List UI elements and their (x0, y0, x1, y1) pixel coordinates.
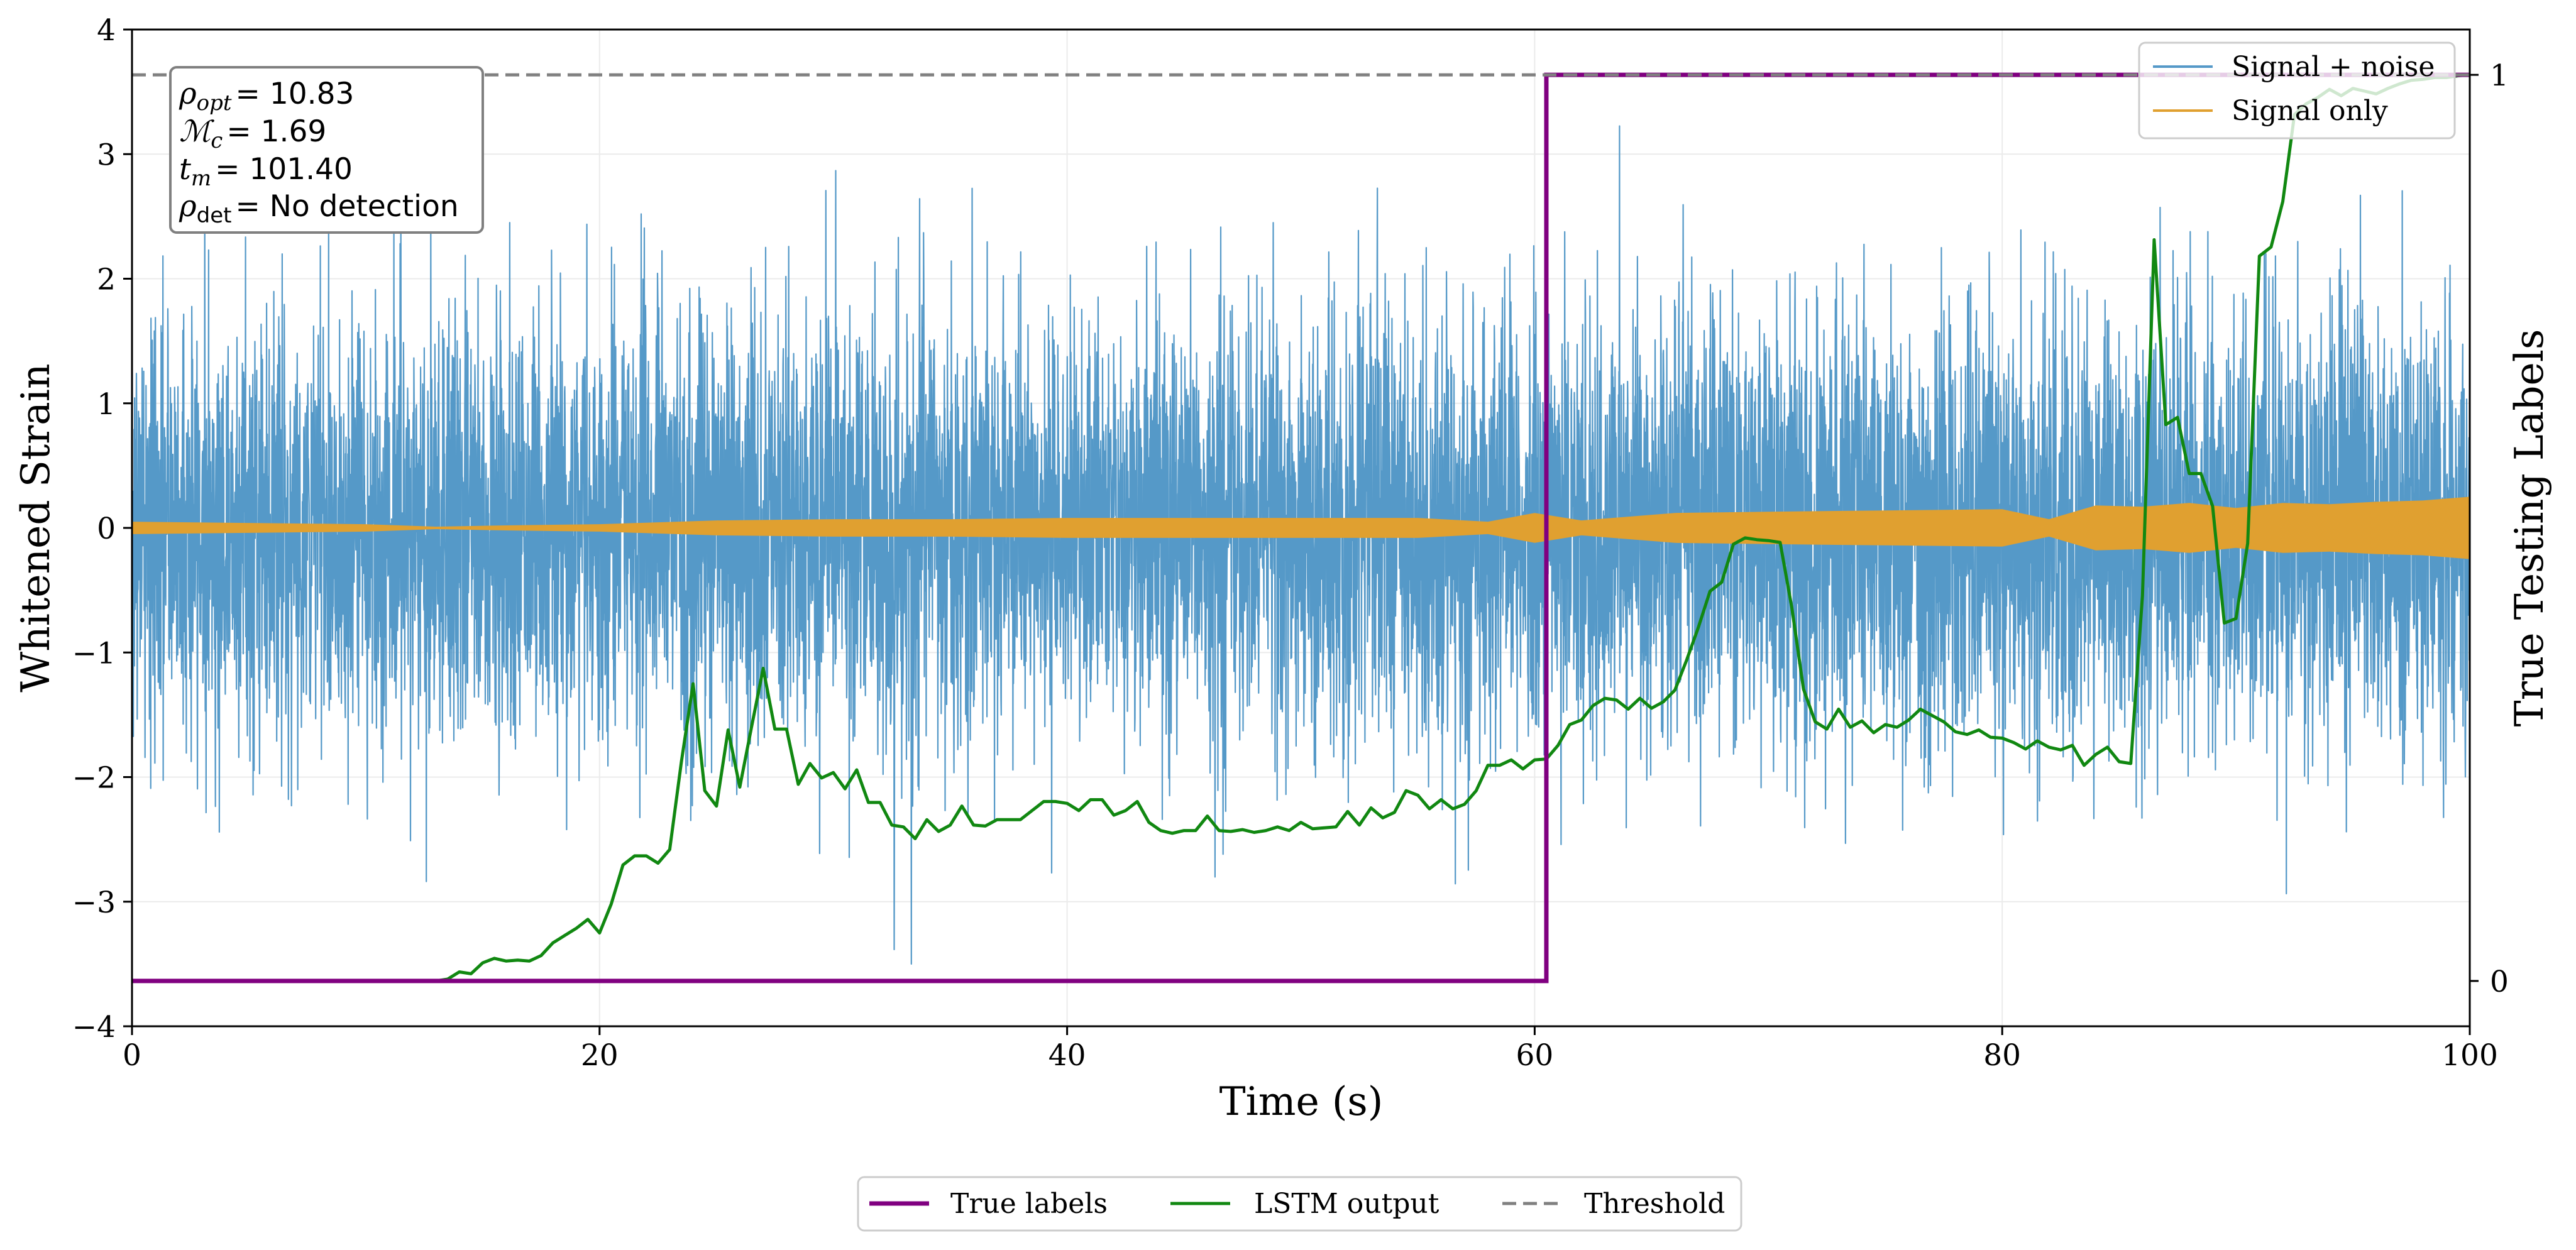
legend-top: Signal + noise Signal only (2138, 41, 2456, 140)
x-tick-label: 40 (1049, 1038, 1086, 1073)
info-merger-time: tm = 101.40 (179, 152, 353, 191)
y2-tick-label: 0 (2490, 965, 2509, 999)
legend-label-lstm-output: LSTM output (1254, 1188, 1439, 1220)
info-rho-opt: ρopt = 10.83 (179, 77, 354, 116)
y-tick-label: 2 (97, 263, 116, 297)
x-tick-label: 60 (1516, 1038, 1553, 1073)
x-tick-label: 100 (2441, 1038, 2498, 1073)
legend-label-threshold: Threshold (1584, 1188, 1725, 1220)
legend-bottom: True labels LSTM output Threshold (857, 1176, 1742, 1232)
info-box: ρopt = 10.83 ℳc = 1.69 tm = 101.40 ρdet = No… (169, 66, 484, 234)
y-tick-label: −4 (72, 1010, 116, 1044)
x-tick-label: 80 (1983, 1038, 2021, 1073)
info-box-frame (169, 66, 484, 234)
legend-label-signal-only: Signal only (2232, 95, 2388, 127)
series-signal-noise (132, 125, 2470, 965)
y-tick-label: 4 (97, 13, 116, 48)
y2-tick-label: 1 (2490, 58, 2509, 93)
y-tick-label: −3 (72, 885, 116, 920)
legend-label-true-labels: True labels (950, 1188, 1108, 1220)
info-chirp-mass: ℳc = 1.69 (179, 114, 326, 153)
y-tick-label: 1 (97, 387, 116, 422)
y-tick-label: 0 (97, 512, 116, 546)
y-tick-label: −1 (72, 636, 116, 671)
legend-top-frame (2138, 41, 2456, 140)
legend-bottom-frame (857, 1176, 1742, 1232)
y-tick-label: −2 (72, 761, 116, 796)
x-axis-label: Time (s) (1219, 1078, 1384, 1124)
legend-label-signal-noise: Signal + noise (2232, 51, 2435, 83)
x-tick-label: 0 (123, 1038, 141, 1073)
y-axis-label: Whitened Strain (13, 363, 58, 692)
y2-axis-label: True Testing Labels (2506, 329, 2552, 727)
series-lstm-output (132, 73, 2470, 983)
x-tick-label: 20 (581, 1038, 619, 1073)
info-rho-det: ρdet = No detection (179, 189, 459, 228)
y-tick-label: 3 (97, 138, 116, 172)
series-signal-only (132, 496, 2470, 559)
